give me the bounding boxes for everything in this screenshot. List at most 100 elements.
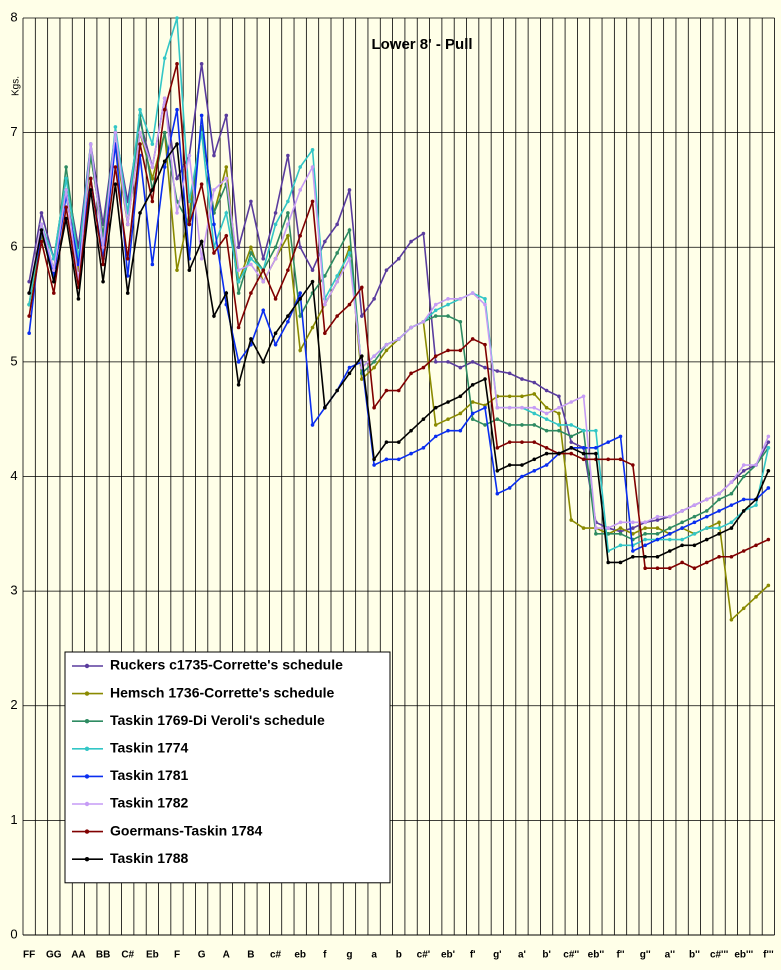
point	[754, 595, 758, 599]
point	[261, 308, 266, 313]
x-tick-label: c#''	[563, 950, 579, 961]
x-tick-label: Eb	[146, 950, 159, 961]
point	[581, 526, 586, 530]
point	[236, 291, 241, 295]
point	[372, 297, 376, 301]
point	[729, 520, 734, 525]
point	[717, 509, 721, 513]
point	[323, 405, 327, 410]
point	[618, 532, 623, 536]
point	[483, 423, 487, 427]
point	[754, 543, 758, 548]
point	[372, 360, 376, 364]
point	[557, 451, 561, 456]
point	[569, 446, 574, 450]
point	[101, 279, 105, 284]
point	[544, 405, 549, 410]
point	[298, 165, 303, 169]
point	[249, 251, 253, 255]
point	[113, 125, 118, 129]
point	[507, 371, 512, 376]
chart-title: Lower 8' - Pull	[371, 36, 472, 53]
point	[323, 331, 327, 336]
point	[618, 434, 623, 439]
point	[446, 302, 450, 307]
point	[298, 297, 303, 301]
point	[187, 268, 192, 272]
point	[692, 514, 697, 519]
point	[310, 148, 315, 152]
legend-marker	[84, 663, 90, 669]
point	[446, 428, 450, 433]
point	[643, 520, 647, 525]
point	[360, 354, 364, 358]
point	[544, 388, 549, 393]
point	[372, 354, 376, 358]
point	[680, 543, 684, 548]
legend-marker	[84, 774, 90, 779]
point	[187, 222, 192, 227]
point	[162, 130, 167, 135]
point	[631, 463, 635, 467]
point	[458, 319, 463, 324]
point	[704, 497, 709, 502]
point	[741, 474, 746, 479]
point	[741, 549, 746, 553]
x-tick-label: AA	[71, 950, 85, 961]
x-tick-label: b'	[542, 950, 551, 961]
x-tick-label: F	[174, 950, 180, 961]
point	[631, 520, 635, 525]
point	[236, 245, 241, 250]
point	[544, 451, 549, 456]
point	[310, 199, 315, 204]
point	[483, 377, 487, 381]
x-tick-label: A	[223, 950, 230, 961]
point	[520, 463, 524, 467]
point	[199, 256, 204, 261]
y-tick-label: 5	[10, 353, 17, 368]
point	[433, 302, 438, 307]
point	[273, 211, 278, 215]
x-tick-label: GG	[46, 950, 62, 961]
point	[668, 532, 672, 536]
point	[224, 176, 229, 181]
point	[433, 308, 438, 313]
point	[224, 113, 229, 118]
legend-label: Hemsch 1736-Corrette's schedule	[110, 684, 335, 700]
point	[433, 434, 438, 439]
point	[27, 291, 31, 295]
point	[569, 400, 574, 404]
point	[175, 62, 179, 66]
point	[199, 182, 204, 187]
point	[298, 233, 303, 238]
point	[594, 446, 598, 450]
point	[729, 554, 734, 559]
point	[569, 451, 574, 456]
x-tick-label: eb'	[441, 950, 455, 961]
point	[680, 526, 684, 530]
point	[618, 526, 623, 530]
legend-label: Goermans-Taskin 1784	[110, 822, 262, 838]
point	[581, 457, 586, 462]
x-tick-label: a	[371, 950, 377, 961]
x-tick-label: FF	[23, 950, 35, 961]
point	[150, 176, 155, 181]
point	[261, 360, 266, 364]
point	[520, 423, 524, 427]
point	[655, 566, 660, 570]
series	[27, 141, 771, 565]
point	[520, 405, 524, 410]
point	[680, 509, 684, 513]
x-tick-label: C#	[121, 950, 134, 961]
point	[150, 262, 155, 267]
point	[310, 423, 315, 427]
point	[594, 451, 598, 456]
point	[396, 388, 401, 393]
point	[483, 342, 487, 347]
y-axis-label: Kgs.	[11, 76, 22, 96]
legend-label: Taskin 1774	[110, 740, 189, 756]
point	[273, 342, 278, 347]
point	[433, 423, 438, 427]
point	[113, 130, 118, 135]
y-tick-label: 6	[10, 239, 17, 254]
